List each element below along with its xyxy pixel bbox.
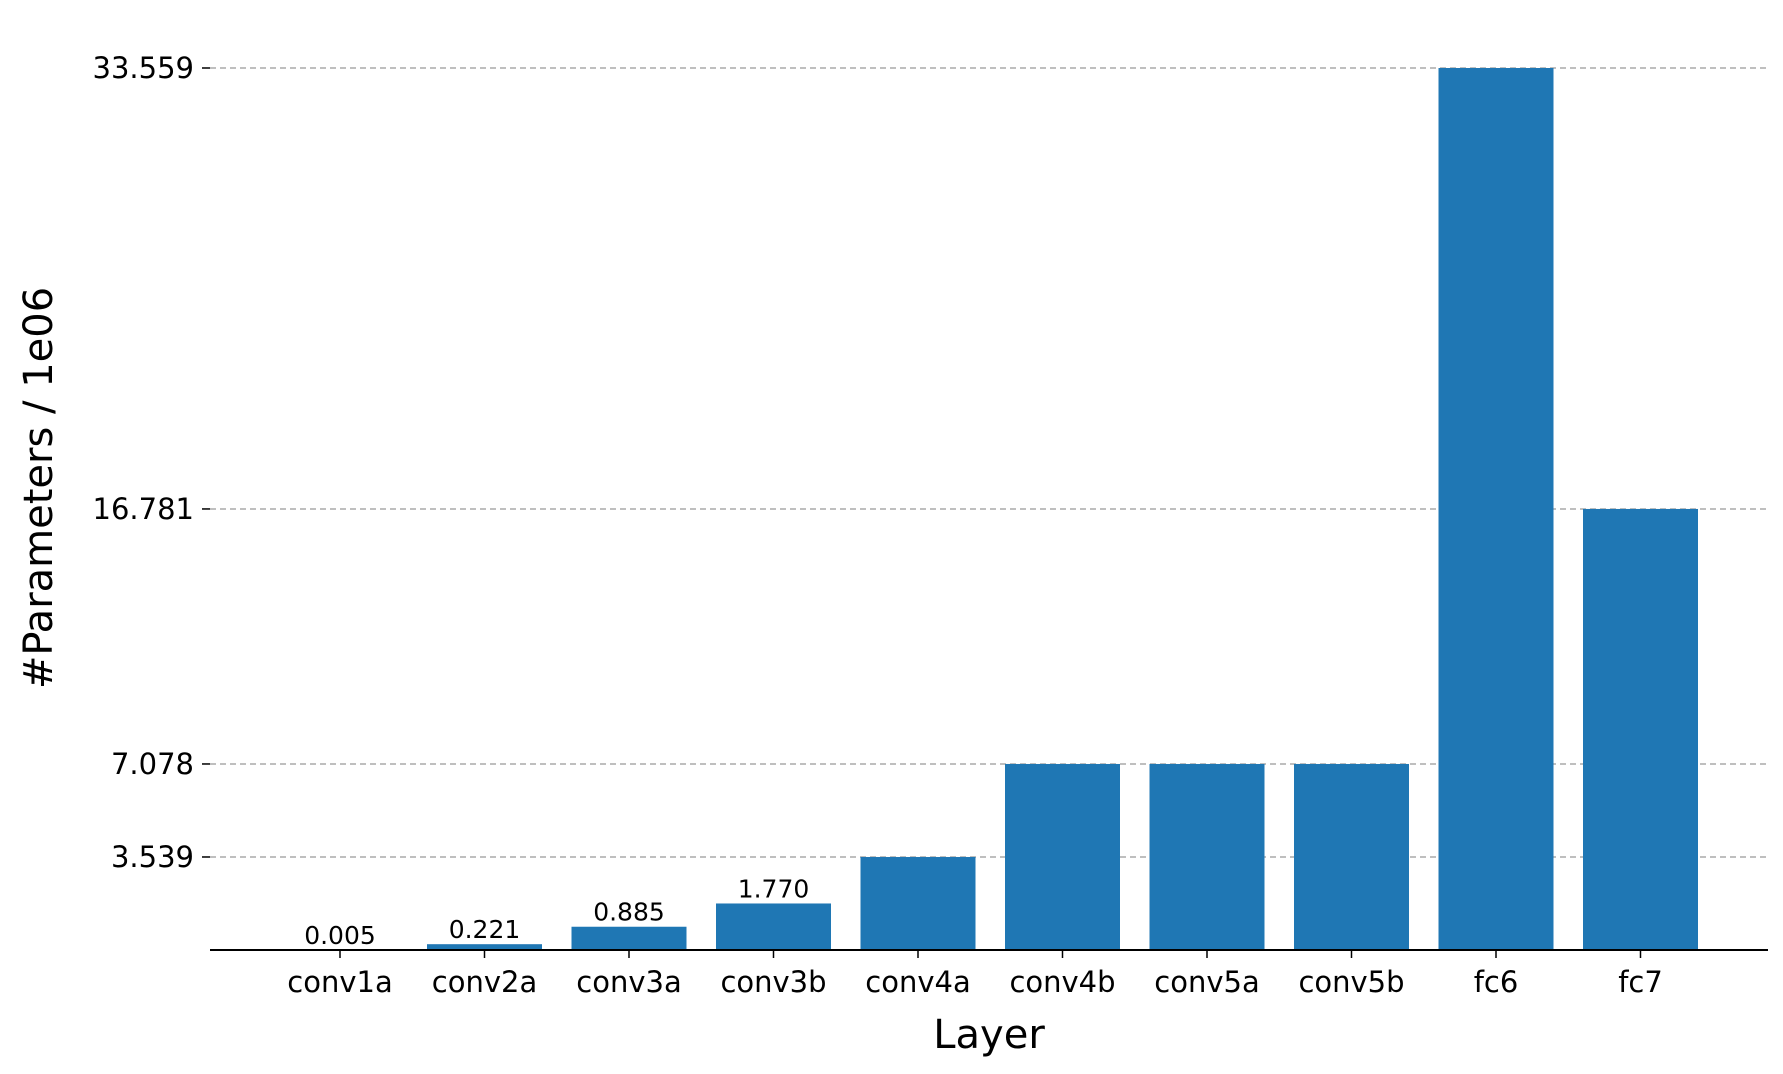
bar (1005, 763, 1120, 950)
bar (1583, 508, 1698, 950)
bars (282, 68, 1698, 950)
y-axis-ticks: 3.539 7.078 16.781 33.559 (93, 51, 210, 874)
x-tick-label: conv1a (287, 965, 392, 999)
bar (860, 856, 976, 950)
bar-value-labels: 0.005 0.221 0.885 1.770 (304, 874, 809, 949)
x-tick-label: conv5a (1154, 965, 1259, 999)
x-tick-label: fc6 (1474, 965, 1519, 999)
x-tick-label: conv5b (1298, 965, 1404, 999)
x-tick-label: conv3a (576, 965, 681, 999)
bar-value-label: 0.885 (593, 898, 665, 927)
bar (571, 926, 687, 950)
bar-value-label: 0.005 (304, 921, 376, 950)
x-axis-ticks: conv1a conv2a conv3a conv3b conv4a conv4b conv… (287, 950, 1663, 999)
y-tick-label: 3.539 (111, 840, 194, 874)
x-tick-label: conv4b (1009, 965, 1115, 999)
x-tick-label: conv3b (720, 965, 826, 999)
x-tick-label: conv2a (432, 965, 537, 999)
bar (1149, 763, 1265, 950)
y-tick-label: 16.781 (93, 492, 194, 526)
y-axis-title: #Parameters / 1e06 (16, 287, 62, 689)
x-axis-title: Layer (933, 1012, 1045, 1058)
y-tick-label: 7.078 (111, 747, 194, 781)
x-tick-label: fc7 (1618, 965, 1663, 999)
bar-value-label: 1.770 (738, 874, 810, 903)
bar (1438, 68, 1554, 950)
x-tick-label: conv4a (865, 965, 970, 999)
bar (427, 944, 542, 950)
bar (716, 903, 831, 950)
y-tick-label: 33.559 (93, 51, 194, 85)
bar-value-label: 0.221 (449, 915, 521, 944)
bar (1294, 763, 1409, 950)
